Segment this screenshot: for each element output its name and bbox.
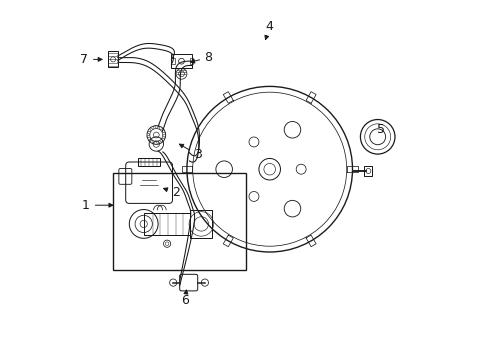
Bar: [190, 210, 212, 238]
Bar: [143, 213, 190, 235]
Text: 8: 8: [204, 51, 212, 64]
Text: 2: 2: [172, 186, 180, 199]
Bar: [171, 58, 175, 64]
Text: 1: 1: [82, 199, 90, 212]
Bar: [138, 158, 160, 166]
Bar: [364, 166, 371, 176]
Bar: [108, 51, 118, 67]
Text: 5: 5: [377, 123, 385, 136]
Bar: [189, 58, 193, 64]
Bar: [171, 54, 191, 68]
Text: 7: 7: [80, 53, 88, 66]
Bar: [113, 173, 246, 270]
Text: 3: 3: [193, 148, 201, 161]
Text: 4: 4: [265, 21, 273, 33]
Text: 6: 6: [181, 294, 189, 307]
